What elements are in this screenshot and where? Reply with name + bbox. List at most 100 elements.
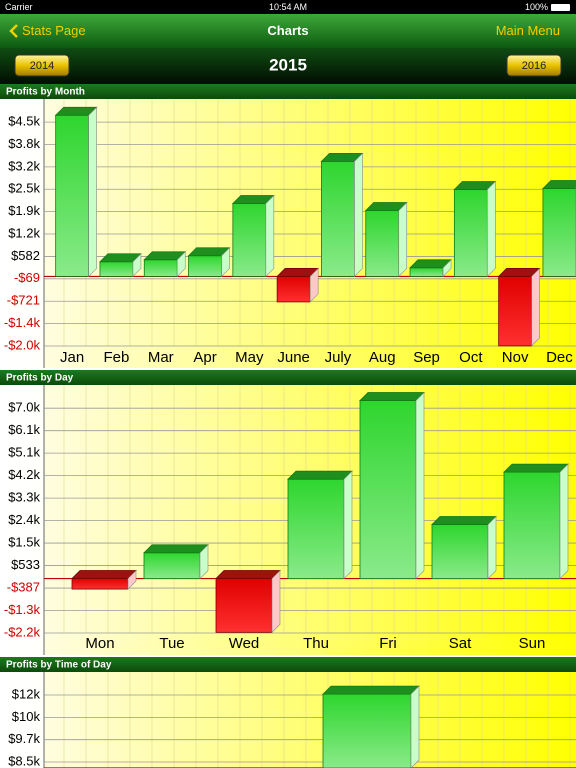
- y-tick-label: -$2.2k: [4, 624, 41, 639]
- x-tick-label: June: [277, 349, 310, 366]
- x-tick-label: Jan: [60, 349, 84, 366]
- bar-side: [442, 259, 452, 278]
- bar: [71, 569, 137, 590]
- panel-title: Profits by Time of Day: [6, 660, 112, 671]
- prev-year-button[interactable]: [14, 54, 70, 77]
- y-tick-label: $4.2k: [8, 467, 40, 482]
- bar: [364, 201, 408, 278]
- bar: [453, 180, 497, 278]
- x-tick-label: Nov: [502, 349, 529, 366]
- bar-top: [431, 516, 497, 525]
- y-tick-label: $3.8k: [8, 136, 40, 151]
- back-button[interactable]: Stats Page: [22, 23, 86, 38]
- bar-side: [487, 515, 497, 580]
- bar: [322, 685, 420, 768]
- y-tick-label: -$1.3k: [4, 602, 41, 617]
- bar-side: [132, 253, 142, 278]
- y-tick-label: $533: [11, 557, 40, 572]
- bar-side: [354, 152, 363, 278]
- bar-top: [215, 570, 281, 579]
- y-tick-label: $12k: [12, 686, 41, 701]
- x-tick-label: Mar: [148, 349, 174, 366]
- bar-side: [531, 267, 540, 347]
- bar: [143, 544, 209, 580]
- bar-front: [287, 478, 345, 579]
- panel-header: [0, 370, 576, 385]
- bar: [497, 267, 541, 347]
- bar: [231, 194, 275, 278]
- y-tick-label: -$721: [7, 293, 40, 308]
- bar-front: [365, 210, 400, 277]
- bar-front: [71, 578, 129, 590]
- x-tick-label: Sep: [413, 349, 440, 366]
- bar-side: [487, 180, 496, 278]
- next-year[interactable]: 2016: [522, 60, 546, 72]
- bar-top: [359, 392, 425, 401]
- y-tick-label: $8.5k: [8, 753, 40, 768]
- bar-side: [176, 251, 186, 278]
- nav-bar: [0, 14, 576, 48]
- y-tick-label: $6.1k: [8, 422, 40, 437]
- bar-top: [71, 570, 137, 579]
- bar-side: [343, 470, 353, 580]
- bar-front: [542, 188, 576, 277]
- panel-title: Profits by Day: [6, 373, 74, 384]
- bar: [320, 152, 364, 278]
- panel-title: Profits by Month: [6, 87, 85, 98]
- x-tick-label: Fri: [379, 635, 397, 652]
- back-chevron[interactable]: [9, 24, 18, 38]
- x-tick-label: Thu: [303, 635, 329, 652]
- x-tick-label: May: [235, 349, 264, 366]
- bar-side: [199, 544, 209, 580]
- carrier: Carrier: [5, 2, 33, 12]
- year-bar: [0, 48, 576, 84]
- bar-side: [309, 267, 319, 303]
- y-tick-label: $3.2k: [8, 158, 40, 173]
- bar-front: [276, 276, 311, 303]
- bar: [54, 106, 98, 278]
- y-tick-label: $5.1k: [8, 445, 40, 460]
- y-tick-label: $2.4k: [8, 512, 40, 527]
- main-menu-button[interactable]: Main Menu: [496, 23, 560, 38]
- bar-front: [143, 552, 201, 579]
- bar-side: [559, 463, 569, 580]
- bar-side: [271, 569, 281, 634]
- bar-front: [143, 259, 178, 277]
- bar-front: [503, 471, 561, 579]
- bar-top: [503, 463, 569, 473]
- battery-icon: [551, 4, 570, 11]
- time: 10:54 AM: [269, 2, 307, 12]
- y-tick-label: $9.7k: [8, 731, 40, 746]
- y-tick-label: $1.2k: [8, 225, 40, 240]
- x-tick-label: Wed: [229, 635, 260, 652]
- bar-front: [409, 267, 444, 277]
- panel-header: [0, 84, 576, 99]
- bar: [409, 259, 453, 278]
- y-tick-label: $7.0k: [8, 400, 40, 415]
- y-tick-label: -$387: [7, 579, 40, 594]
- bar: [187, 247, 231, 278]
- bar: [359, 391, 425, 580]
- bar-side: [398, 201, 408, 278]
- prev-year[interactable]: 2014: [30, 60, 54, 72]
- x-tick-label: July: [325, 349, 352, 366]
- bar-top: [322, 685, 420, 695]
- bar-front: [215, 578, 273, 633]
- y-tick-label: -$2.0k: [4, 337, 41, 352]
- x-tick-label: Sat: [449, 635, 472, 652]
- bar: [541, 180, 576, 278]
- battery-text: 100%: [525, 2, 548, 12]
- next-year-button[interactable]: [506, 54, 562, 77]
- bar-front: [359, 400, 417, 579]
- x-tick-label: Sun: [519, 635, 546, 652]
- x-tick-label: Apr: [193, 349, 216, 366]
- bar: [98, 253, 142, 278]
- bar-side: [127, 569, 137, 590]
- bar-front: [99, 261, 134, 277]
- bar-side: [88, 106, 97, 278]
- nav-title: Charts: [267, 23, 308, 38]
- bar-front: [188, 255, 222, 277]
- bar-side: [265, 194, 275, 278]
- bar-top: [541, 180, 576, 189]
- bar-front: [322, 693, 412, 768]
